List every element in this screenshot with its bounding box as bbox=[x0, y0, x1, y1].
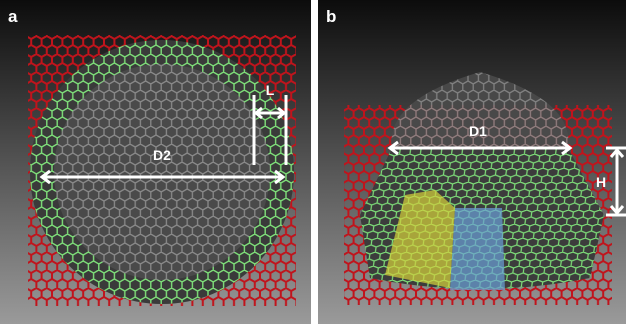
annotation: D2 bbox=[153, 147, 171, 163]
blue-patch bbox=[450, 208, 505, 290]
panel-a: a D2 L bbox=[0, 0, 311, 324]
panel-label: b bbox=[326, 7, 336, 26]
annotation: L bbox=[266, 82, 275, 98]
annotation: H bbox=[596, 174, 606, 190]
annotation: D1 bbox=[469, 123, 487, 139]
panel-label: a bbox=[8, 7, 18, 26]
figure: a D2 L b D1 H bbox=[0, 0, 626, 324]
panel-b: b D1 H bbox=[318, 0, 626, 324]
gray-core bbox=[54, 64, 270, 280]
